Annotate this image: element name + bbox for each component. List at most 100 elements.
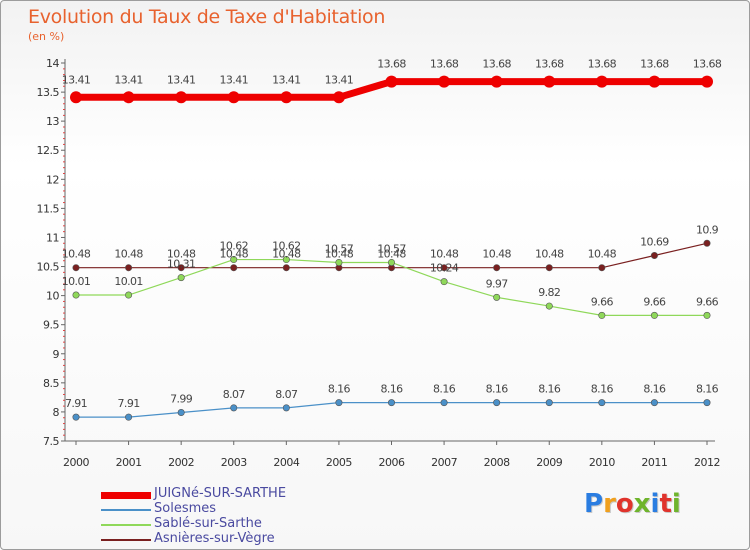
data-label: 10.48 [377,248,406,261]
data-point [543,75,556,88]
data-label: 10.48 [167,248,196,261]
data-label: 10.48 [482,248,511,261]
y-tick-label: 10.5 [37,261,60,274]
data-label: 10.62 [220,240,249,253]
x-tick-label: 2001 [116,456,142,469]
data-label: 7.91 [65,397,87,410]
logo-letter: r [603,489,616,519]
data-label: 13.41 [167,73,196,86]
y-tick-label: 7.5 [43,435,59,448]
data-point [282,264,290,272]
logo-letter: o [615,489,634,519]
data-point [177,264,185,272]
data-point [650,251,658,259]
data-point [335,399,343,407]
data-point [493,264,501,272]
data-label: 8.07 [223,388,246,401]
data-point [598,399,606,407]
data-label: 10.48 [325,248,354,261]
y-tick-label: 9 [53,348,60,361]
logo-letter: P [584,489,604,519]
data-point [230,404,238,412]
y-tick-label: 11.5 [37,202,60,215]
data-label: 13.68 [640,58,669,71]
data-label: 10.48 [114,248,143,261]
data-label: 8.07 [275,388,298,401]
data-label: 8.16 [433,383,456,396]
data-label: 13.41 [114,73,143,86]
data-point [598,264,606,272]
data-label: 7.91 [118,397,140,410]
x-tick-label: 2009 [536,456,562,469]
data-label: 13.68 [482,58,511,71]
legend-label: Sablé-sur-Sarthe [154,516,262,531]
data-point [648,75,661,88]
x-tick-label: 2002 [168,456,194,469]
data-label: 13.41 [325,73,354,86]
data-label: 8.16 [328,383,351,396]
data-label: 7.99 [170,393,193,406]
data-label: 8.16 [696,383,719,396]
y-tick-label: 13 [46,115,59,128]
x-tick-label: 2012 [694,456,720,469]
data-point [440,399,448,407]
y-tick-label: 11 [46,231,59,244]
data-label: 9.66 [696,295,719,308]
logo-letter: t [659,489,672,519]
data-point [545,302,553,310]
y-tick-label: 8 [53,406,60,419]
data-label: 10.9 [696,223,719,236]
data-point [125,413,133,421]
data-point [650,311,658,319]
y-tick-label: 14 [46,57,59,70]
data-point [545,264,553,272]
data-label: 9.66 [591,295,614,308]
data-label: 8.16 [643,383,666,396]
data-point [703,311,711,319]
data-point [650,399,658,407]
logo-letter: x [633,489,651,519]
data-label: 10.48 [272,248,301,261]
data-point [177,409,185,417]
data-label: 10.01 [114,275,143,288]
data-point [332,91,345,104]
legend-swatch [101,491,151,499]
data-label: 8.16 [591,383,614,396]
data-label: 10.31 [167,258,196,271]
data-point [280,91,293,104]
data-label: 13.41 [62,73,91,86]
legend-swatch [101,509,151,511]
data-label: 10.01 [62,275,91,288]
data-point [545,399,553,407]
data-label: 13.41 [272,73,301,86]
legend-label: Solesmes [154,501,217,516]
data-label: 10.48 [220,248,249,261]
legend-label: Asnières-sur-Vègre [154,531,275,546]
data-point [227,91,240,104]
y-tick-label: 13.5 [37,86,60,99]
data-point [72,264,80,272]
data-label: 10.62 [272,240,301,253]
data-label: 13.68 [430,58,459,71]
data-point [598,311,606,319]
data-point [282,256,290,264]
data-point [175,91,188,104]
data-label: 10.69 [640,235,669,248]
data-point [282,404,290,412]
x-tick-label: 2007 [431,456,457,469]
y-tick-label: 12.5 [37,144,60,157]
data-label: 9.82 [538,286,560,299]
data-label: 10.57 [325,242,354,255]
data-point [493,293,501,301]
x-tick-label: 2006 [379,456,405,469]
logo-letter: i [671,489,681,519]
data-label: 13.68 [377,58,406,71]
data-point [490,75,503,88]
x-tick-label: 2005 [326,456,352,469]
data-point [177,274,185,282]
proxiti-logo: Proxiti [584,489,681,519]
legend-label: JUIGNé-SUR-SARTHE [154,486,287,501]
data-point [230,264,238,272]
